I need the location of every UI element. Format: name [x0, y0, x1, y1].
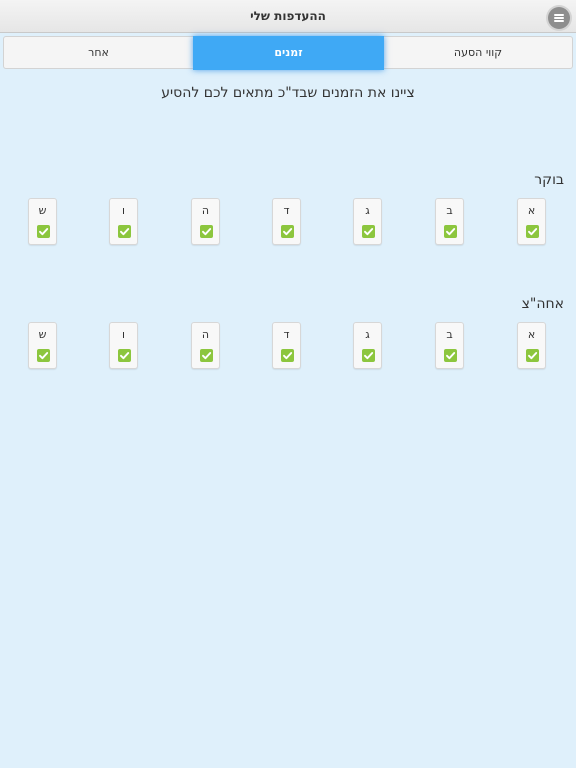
checkbox-checked-icon[interactable]: [444, 225, 457, 238]
section-label-afternoon: אחה"צ: [521, 296, 564, 312]
checkbox-checked-icon[interactable]: [37, 225, 50, 238]
day-toggle[interactable]: ו: [109, 322, 138, 369]
menu-line: [554, 20, 564, 22]
checkbox-checked-icon[interactable]: [281, 225, 294, 238]
day-letter: ש: [38, 204, 47, 217]
day-letter: ב: [446, 328, 453, 341]
day-letter: ו: [122, 328, 125, 341]
checkbox-checked-icon[interactable]: [118, 225, 131, 238]
tab-routes[interactable]: קווי הסעה: [453, 46, 503, 59]
day-letter: ה: [201, 204, 210, 217]
checkbox-checked-icon[interactable]: [362, 349, 375, 362]
day-toggle[interactable]: ג: [353, 198, 382, 245]
day-letter: ה: [201, 328, 210, 341]
day-toggle[interactable]: ד: [272, 322, 301, 369]
checkbox-checked-icon[interactable]: [526, 225, 539, 238]
tab-times[interactable]: זמנים: [193, 36, 384, 70]
day-letter: ש: [38, 328, 47, 341]
day-toggle[interactable]: ב: [435, 198, 464, 245]
checkbox-checked-icon[interactable]: [200, 225, 213, 238]
day-letter: ב: [446, 204, 453, 217]
day-toggle[interactable]: ש: [28, 322, 57, 369]
app-header: ההעדפות שלי: [0, 0, 576, 33]
day-letter: ד: [283, 328, 290, 341]
instruction-text: ציינו את הזמנים שבד"כ מתאים לכם להסיע: [161, 85, 415, 101]
day-toggle[interactable]: א: [517, 198, 546, 245]
day-toggle[interactable]: ה: [191, 322, 220, 369]
day-toggle[interactable]: א: [517, 322, 546, 369]
checkbox-checked-icon[interactable]: [37, 349, 50, 362]
menu-line: [554, 14, 564, 16]
section-label-morning: בוקר: [534, 172, 564, 188]
day-toggle[interactable]: ג: [353, 322, 382, 369]
day-toggle[interactable]: ו: [109, 198, 138, 245]
checkbox-checked-icon[interactable]: [200, 349, 213, 362]
day-letter: ד: [283, 204, 290, 217]
hamburger-icon[interactable]: [548, 7, 570, 29]
checkbox-checked-icon[interactable]: [281, 349, 294, 362]
checkbox-checked-icon[interactable]: [444, 349, 457, 362]
checkbox-checked-icon[interactable]: [118, 349, 131, 362]
day-toggle[interactable]: ה: [191, 198, 220, 245]
tab-bar: אחר זמנים קווי הסעה: [3, 36, 573, 70]
menu-line: [554, 17, 564, 19]
day-toggle[interactable]: ב: [435, 322, 464, 369]
day-letter: ו: [122, 204, 125, 217]
tab-other[interactable]: אחר: [88, 46, 109, 59]
checkbox-checked-icon[interactable]: [362, 225, 375, 238]
day-toggle[interactable]: ש: [28, 198, 57, 245]
day-letter: א: [527, 204, 536, 217]
day-letter: א: [527, 328, 536, 341]
page-title: ההעדפות שלי: [250, 9, 326, 23]
day-letter: ג: [365, 328, 370, 341]
checkbox-checked-icon[interactable]: [526, 349, 539, 362]
day-letter: ג: [365, 204, 370, 217]
day-toggle[interactable]: ד: [272, 198, 301, 245]
